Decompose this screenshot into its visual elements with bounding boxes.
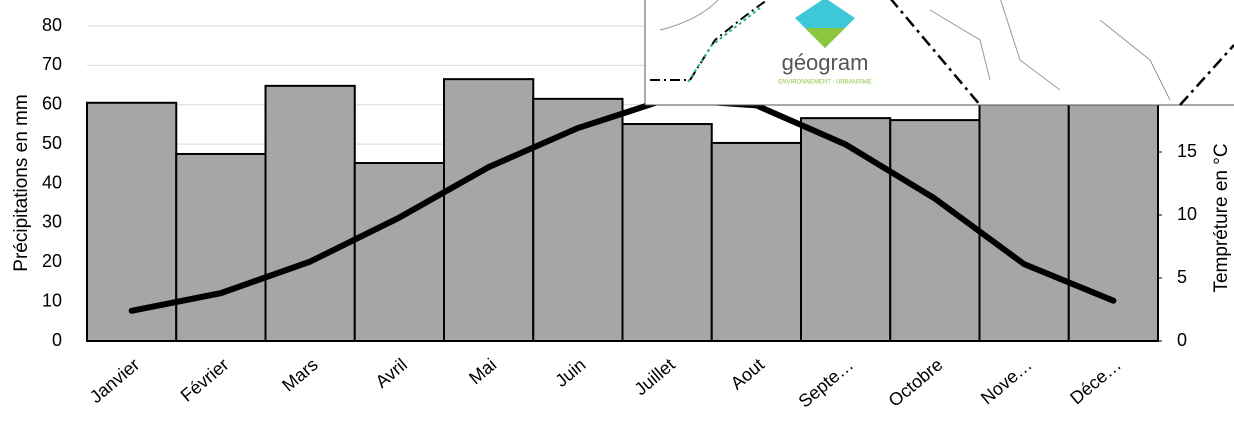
y-tick-label: 70: [42, 54, 62, 74]
bar: [889, 119, 981, 342]
x-tick-label: Octobre: [885, 354, 947, 410]
map-boundary: [650, 0, 769, 81]
logo-tagline: ENVIRONNEMENT - URBANISME: [778, 80, 872, 86]
y-tick-label: 20: [42, 251, 62, 271]
y2-tick-label: 15: [1177, 141, 1197, 161]
x-tick-label: Juin: [551, 354, 589, 391]
bar: [443, 78, 535, 342]
y-tick-label: 50: [42, 133, 62, 153]
x-tick-label: Mars: [278, 354, 321, 395]
x-tick-label: Janvier: [86, 354, 143, 407]
bar: [264, 84, 356, 342]
x-tick-label: Mai: [465, 354, 500, 388]
map-inset: géogram ENVIRONNEMENT - URBANISME: [644, 0, 1234, 106]
map-boundary: [1179, 44, 1234, 106]
bar: [621, 123, 713, 342]
map-line: [687, 7, 761, 83]
line: [128, 96, 1117, 314]
y2-tick-label: 0: [1177, 330, 1187, 350]
x-tick-label: Juillet: [631, 354, 679, 399]
bar: [800, 117, 892, 342]
x-tick-label: Septe…: [795, 354, 858, 411]
y-tick-label: 10: [42, 290, 62, 310]
bar: [175, 152, 267, 342]
bar: [710, 141, 802, 342]
y-tick-label: 40: [42, 172, 62, 192]
x-tick-label: Avril: [372, 354, 411, 392]
y-axis-label: Précipitations en mm: [11, 94, 32, 271]
y-tick-label: 60: [42, 94, 62, 114]
x-tick-label: Déce…: [1066, 354, 1125, 408]
bar: [978, 63, 1070, 342]
y-tick-label: 30: [42, 212, 62, 232]
x-tick-label: Février: [177, 354, 233, 405]
bar: [353, 162, 445, 342]
logo-diamond-low: [805, 28, 845, 48]
logo-name: géogram: [782, 50, 869, 75]
map-roads: [659, 0, 1171, 101]
bar: [86, 101, 178, 342]
y-tick-label: 0: [52, 330, 62, 350]
x-tick-label: Nove…: [977, 354, 1036, 408]
y2-tick-label: 5: [1177, 267, 1187, 287]
logo-diamond: [795, 0, 855, 48]
y2-axis-label: Tempréture en °C: [1211, 143, 1232, 292]
y-tick-label: 80: [42, 15, 62, 35]
map-boundary: [890, 0, 981, 106]
x-tick-label: Aout: [727, 354, 768, 393]
y2-tick-label: 10: [1177, 204, 1197, 224]
bar: [532, 97, 624, 342]
